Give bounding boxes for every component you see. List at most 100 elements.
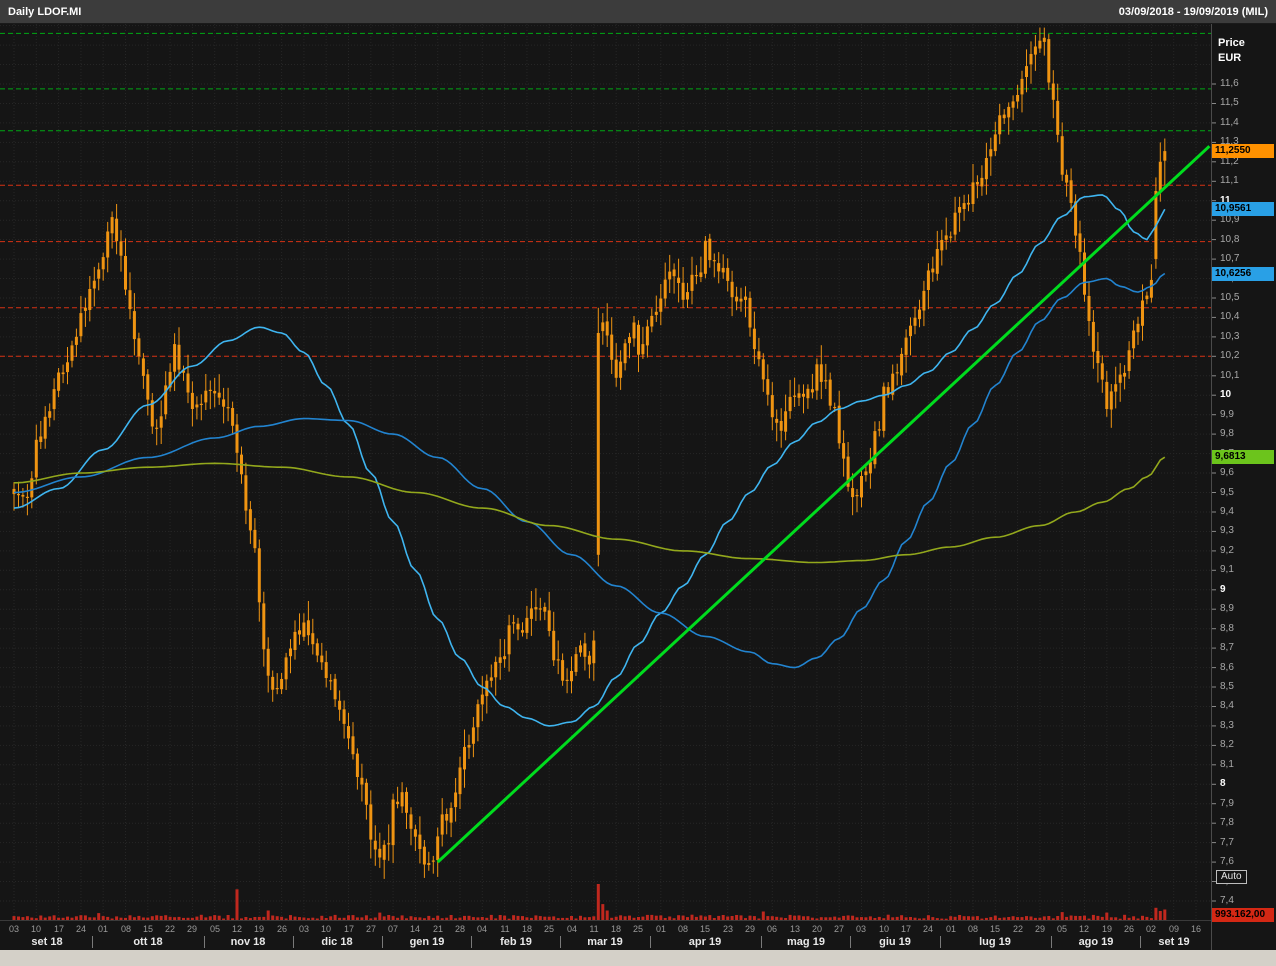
date-tick-label: 19 [253,924,264,934]
month-separator [761,936,762,948]
price-tick-label: 10,2 [1220,350,1240,361]
month-separator [650,936,651,948]
month-label: mar 19 [587,936,623,948]
date-tick-label: 27 [833,924,844,934]
date-tick-label: 08 [120,924,131,934]
date-tick-label: 18 [521,924,532,934]
month-label: gen 19 [409,936,445,948]
price-tick-label: 10,7 [1220,253,1240,264]
date-tick-label: 17 [343,924,354,934]
time-axis[interactable]: 03 10 17 24 set 18 01 08 15 22 29 ott 18 05 12 19 26 no… [0,921,1212,950]
month-separator [1140,936,1141,948]
date-tick-label: 17 [53,924,64,934]
date-tick-label: 08 [967,924,978,934]
date-tick-label: 05 [1056,924,1067,934]
date-tick-label: 08 [677,924,688,934]
date-tick-label: 07 [387,924,398,934]
price-tick-label: 9,1 [1220,564,1234,575]
title-bar: Daily LDOF.MI 03/09/2018 - 19/09/2019 (M… [0,0,1276,24]
date-tick-label: 27 [365,924,376,934]
date-tick-label: 03 [855,924,866,934]
month-label: nov 18 [230,936,266,948]
date-tick-label: 01 [655,924,666,934]
price-tick-label: 8,6 [1220,662,1234,673]
date-tick-label: 05 [209,924,220,934]
price-tick-label: 10,1 [1220,370,1240,381]
date-tick-label: 04 [566,924,577,934]
price-tick-label: 8,4 [1220,700,1234,711]
date-tick-label: 11 [500,924,510,934]
date-tick-label: 16 [1190,924,1201,934]
month-label: ago 19 [1078,936,1114,948]
price-tick-label: 9,2 [1220,545,1234,556]
price-tick-label: 7,9 [1220,798,1234,809]
price-tick-label: 9,9 [1220,409,1234,420]
price-tick-label: 11,6 [1220,78,1239,89]
date-range-label: 03/09/2018 - 19/09/2019 (MIL) [1118,6,1268,18]
price-tick-label: 11,1 [1220,175,1239,186]
last-price-label: 11,2550 [1212,144,1274,158]
date-tick-label: 22 [164,924,175,934]
chart-title: Daily LDOF.MI [8,6,82,18]
price-tick-label: 9,8 [1220,428,1234,439]
price-tick-label: 8 [1220,778,1226,789]
price-tick-label: 11,4 [1220,117,1239,128]
ma-slow-price-label: 9,6813 [1212,450,1274,464]
price-tick-label: 7,8 [1220,817,1234,828]
price-tick-label: 11,3 [1220,136,1239,147]
date-tick-label: 10 [878,924,889,934]
month-label: apr 19 [688,936,722,948]
date-tick-label: 23 [722,924,733,934]
date-tick-label: 24 [922,924,933,934]
date-tick-label: 10 [30,924,41,934]
date-tick-label: 15 [699,924,710,934]
price-axis[interactable]: 11,6 11,5 11,4 11,3 11,2 11,1 11 10,9 10,8 10,7 10… [1212,24,1276,950]
ma-fast-price-label: 10,9561 [1212,202,1274,216]
date-tick-label: 04 [476,924,487,934]
date-tick-label: 26 [1123,924,1134,934]
month-label: ott 18 [133,936,163,948]
month-label: lug 19 [979,936,1011,948]
month-separator [560,936,561,948]
date-tick-label: 19 [1101,924,1112,934]
ma-mid-price-label: 10,6256 [1212,267,1274,281]
price-tick-label: 10,5 [1220,292,1240,303]
date-tick-label: 29 [1034,924,1045,934]
price-tick-label: 8,1 [1220,759,1234,770]
price-tick-label: 9,3 [1220,525,1234,536]
volume-value-label: 993.162,00 [1212,908,1274,922]
price-axis-title: Price EUR [1218,36,1245,66]
month-separator [471,936,472,948]
date-tick-label: 24 [75,924,86,934]
price-tick-label: 9,6 [1220,467,1234,478]
price-tick-label: 8,3 [1220,720,1234,731]
date-tick-label: 13 [789,924,800,934]
window-bottom-strip [0,950,1276,966]
date-tick-label: 28 [454,924,465,934]
month-label: set 18 [31,936,63,948]
date-tick-label: 03 [8,924,19,934]
date-tick-label: 17 [900,924,911,934]
price-tick-label: 10,3 [1220,331,1240,342]
date-tick-label: 15 [142,924,153,934]
month-separator [382,936,383,948]
month-separator [940,936,941,948]
price-tick-label: 10,4 [1220,311,1240,322]
date-tick-label: 10 [320,924,331,934]
price-tick-label: 8,9 [1220,603,1234,614]
auto-scale-button[interactable]: Auto [1216,870,1247,884]
date-tick-label: 29 [744,924,755,934]
date-tick-label: 12 [231,924,242,934]
price-axis-title-line1: Price [1218,37,1245,49]
candlestick-chart[interactable] [0,24,1276,950]
month-separator [1051,936,1052,948]
price-tick-label: 10,9 [1220,214,1240,225]
month-separator [850,936,851,948]
date-tick-label: 15 [989,924,1000,934]
date-tick-label: 02 [1145,924,1156,934]
price-tick-label: 10 [1220,389,1232,400]
price-tick-label: 7,7 [1220,837,1234,848]
month-separator [293,936,294,948]
date-tick-label: 21 [432,924,443,934]
